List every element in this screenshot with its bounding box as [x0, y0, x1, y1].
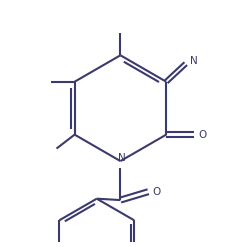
Text: N: N — [118, 153, 126, 163]
Text: N: N — [190, 56, 198, 66]
Text: O: O — [198, 130, 207, 140]
Text: O: O — [152, 187, 161, 197]
